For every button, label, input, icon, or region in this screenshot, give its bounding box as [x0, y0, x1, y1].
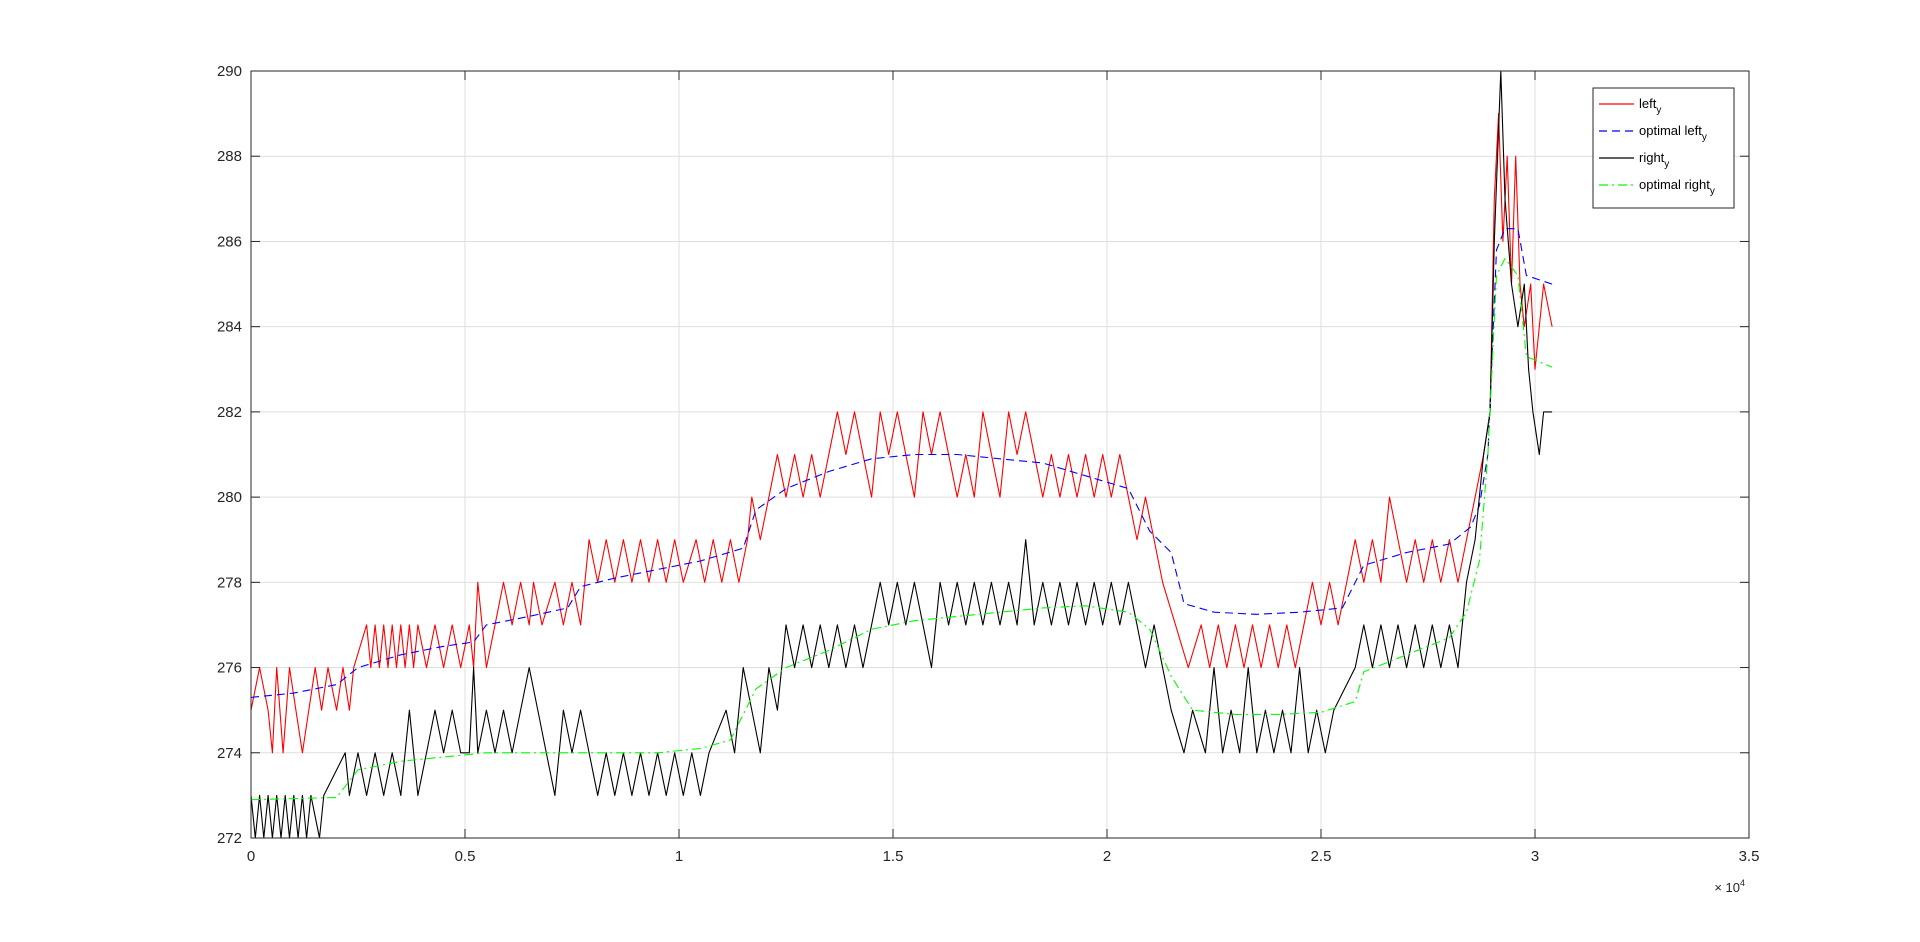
legend-label-subscript: y [1656, 105, 1661, 116]
y-tick-label: 290 [217, 63, 242, 80]
legend-label-subscript: y [1664, 159, 1669, 170]
legend-label-name: right [1639, 150, 1665, 165]
y-tick-label: 276 [217, 660, 242, 677]
plot-background [251, 71, 1749, 838]
series-line-3 [250, 257, 1553, 801]
series-line-1 [250, 228, 1553, 698]
x-tick-label: 0 [247, 848, 255, 865]
legend-label-1: optimal lefty [1639, 123, 1707, 143]
legend-box [1592, 87, 1735, 209]
tick-labels: 0 0.5 1 1.5 2 2.5 3 3.5 272 274 276 278 280 282 284 286… [217, 63, 1759, 865]
legend-label-subscript: y [1702, 132, 1707, 143]
axis-ticks [250, 70, 1750, 839]
series-lines [250, 70, 1553, 839]
legend-label-name: optimal right [1639, 177, 1710, 192]
x-tick-label: 3 [1531, 848, 1539, 865]
y-tick-label: 286 [217, 233, 242, 250]
legend-label-3: optimal righty [1639, 177, 1715, 197]
y-tick-label: 272 [217, 830, 242, 847]
legend-label-name: optimal left [1639, 123, 1702, 138]
x-tick-label: 2.5 [1311, 848, 1332, 865]
x-tick-label: 1.5 [883, 848, 904, 865]
x-axis-exponent-label: × 104 [1714, 878, 1745, 895]
legend-label-2: righty [1639, 150, 1669, 170]
x-tick-label: 3.5 [1739, 848, 1760, 865]
legend-label-0: lefty [1639, 96, 1661, 116]
y-tick-label: 280 [217, 489, 242, 506]
x-tick-label: 1 [675, 848, 683, 865]
plot-area-border [250, 70, 1750, 839]
x-tick-label: 0.5 [455, 848, 476, 865]
series-line-0 [250, 113, 1553, 754]
y-tick-label: 282 [217, 404, 242, 421]
x-axis-exponent-power: 4 [1740, 878, 1745, 888]
y-tick-label: 284 [217, 319, 242, 336]
legend-label-name: left [1639, 96, 1657, 111]
series-line-2 [250, 70, 1553, 839]
x-tick-label: 2 [1103, 848, 1111, 865]
legend-label-subscript: y [1710, 186, 1715, 197]
y-tick-label: 274 [217, 745, 242, 762]
y-tick-label: 278 [217, 574, 242, 591]
y-tick-label: 288 [217, 148, 242, 165]
grid-lines [250, 70, 1750, 839]
